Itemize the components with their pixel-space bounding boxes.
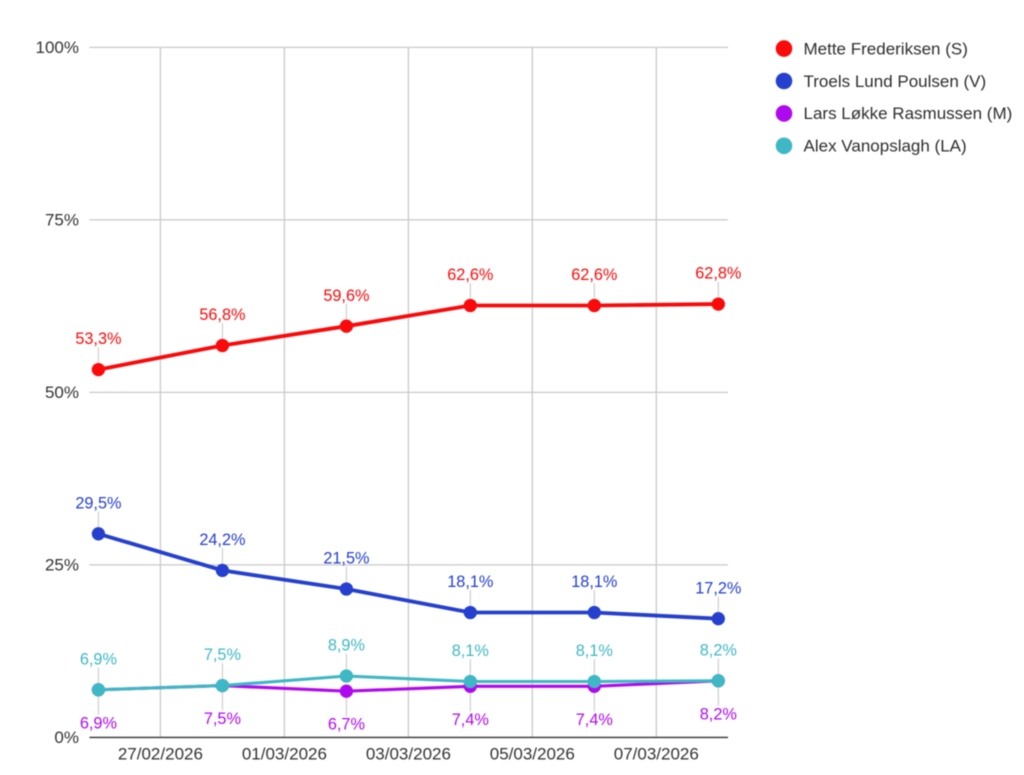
svg-text:18,1%: 18,1% xyxy=(447,573,493,591)
svg-text:01/03/2026: 01/03/2026 xyxy=(242,745,327,764)
svg-text:56,8%: 56,8% xyxy=(199,306,245,324)
svg-text:17,2%: 17,2% xyxy=(695,579,741,597)
svg-text:8,2%: 8,2% xyxy=(700,641,737,659)
svg-text:8,2%: 8,2% xyxy=(700,705,737,723)
svg-text:62,6%: 62,6% xyxy=(447,266,493,284)
svg-text:29,5%: 29,5% xyxy=(75,494,121,512)
svg-text:25%: 25% xyxy=(45,556,79,575)
svg-text:0%: 0% xyxy=(54,728,79,747)
svg-text:100%: 100% xyxy=(36,38,79,57)
svg-text:53,3%: 53,3% xyxy=(75,330,121,348)
svg-text:05/03/2026: 05/03/2026 xyxy=(490,745,575,764)
svg-text:50%: 50% xyxy=(45,383,79,402)
svg-text:7,5%: 7,5% xyxy=(204,646,241,664)
svg-text:7,5%: 7,5% xyxy=(204,710,241,728)
svg-text:6,9%: 6,9% xyxy=(80,714,117,732)
svg-text:75%: 75% xyxy=(45,211,79,230)
svg-text:Alex Vanopslagh (LA): Alex Vanopslagh (LA) xyxy=(804,137,967,156)
svg-text:Mette Frederiksen (S): Mette Frederiksen (S) xyxy=(804,39,968,58)
svg-text:27/02/2026: 27/02/2026 xyxy=(118,745,203,764)
svg-text:8,9%: 8,9% xyxy=(328,637,365,655)
svg-text:8,1%: 8,1% xyxy=(452,642,489,660)
svg-text:6,7%: 6,7% xyxy=(328,716,365,734)
svg-text:7,4%: 7,4% xyxy=(576,711,613,729)
svg-text:62,8%: 62,8% xyxy=(695,265,741,283)
svg-text:62,6%: 62,6% xyxy=(571,266,617,284)
svg-text:24,2%: 24,2% xyxy=(199,531,245,549)
svg-text:18,1%: 18,1% xyxy=(571,573,617,591)
svg-text:8,1%: 8,1% xyxy=(576,642,613,660)
svg-text:03/03/2026: 03/03/2026 xyxy=(366,745,451,764)
svg-text:07/03/2026: 07/03/2026 xyxy=(614,745,699,764)
svg-text:21,5%: 21,5% xyxy=(323,550,369,568)
svg-text:Troels Lund Poulsen (V): Troels Lund Poulsen (V) xyxy=(804,72,987,91)
svg-text:Lars Løkke Rasmussen (M): Lars Løkke Rasmussen (M) xyxy=(804,104,1013,123)
svg-text:7,4%: 7,4% xyxy=(452,711,489,729)
svg-text:59,6%: 59,6% xyxy=(323,287,369,305)
svg-text:6,9%: 6,9% xyxy=(80,650,117,668)
